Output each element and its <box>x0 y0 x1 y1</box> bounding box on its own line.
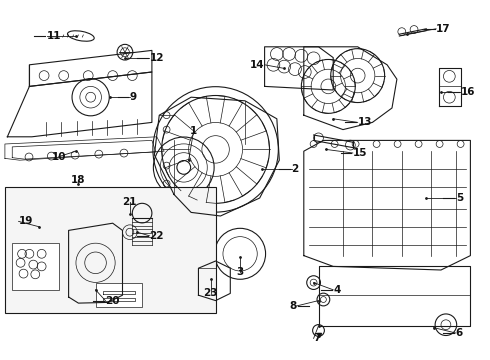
Text: 13: 13 <box>358 117 372 127</box>
Text: 19: 19 <box>19 216 33 226</box>
Text: 17: 17 <box>436 24 451 34</box>
Bar <box>12 243 59 290</box>
Text: 5: 5 <box>456 193 463 203</box>
Text: 11: 11 <box>47 31 61 41</box>
Text: 22: 22 <box>149 231 164 241</box>
Text: 2: 2 <box>292 164 299 174</box>
Text: 9: 9 <box>130 92 137 102</box>
Bar <box>5 187 216 313</box>
Text: 15: 15 <box>353 148 368 158</box>
Text: 12: 12 <box>149 53 164 63</box>
Text: 20: 20 <box>105 296 120 306</box>
Text: 21: 21 <box>122 197 137 207</box>
Text: 1: 1 <box>190 126 197 136</box>
Text: 14: 14 <box>250 60 265 70</box>
Text: 18: 18 <box>71 175 86 185</box>
Bar <box>96 283 142 307</box>
Text: 10: 10 <box>51 152 66 162</box>
Text: 3: 3 <box>237 267 244 277</box>
Text: 4: 4 <box>333 285 341 295</box>
Text: 6: 6 <box>456 328 463 338</box>
Text: 7: 7 <box>314 333 321 343</box>
Text: 8: 8 <box>289 301 296 311</box>
Text: 16: 16 <box>461 87 475 97</box>
Text: 23: 23 <box>203 288 218 298</box>
